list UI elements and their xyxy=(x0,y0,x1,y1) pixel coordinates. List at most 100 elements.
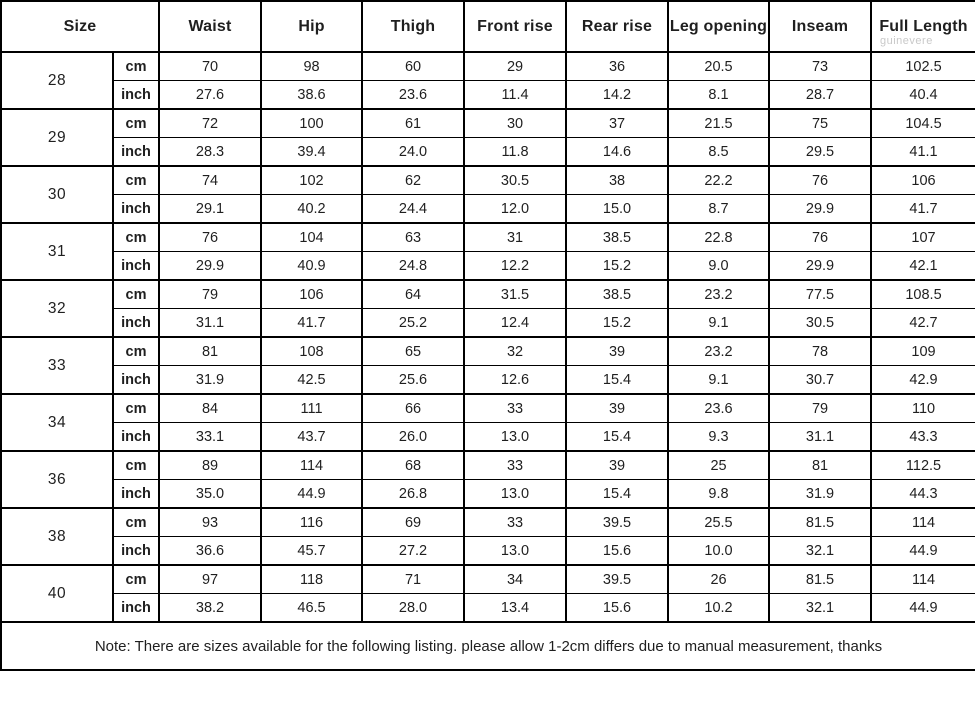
value-cell: 81 xyxy=(158,336,263,366)
value-cell: 10.0 xyxy=(667,536,771,566)
value-cell: 8.5 xyxy=(667,137,771,167)
value-cell: 45.7 xyxy=(260,536,364,566)
value-cell: 22.8 xyxy=(667,222,771,252)
value-cell: 23.6 xyxy=(667,393,771,423)
value-cell: 9.0 xyxy=(667,251,771,281)
value-cell: 38.5 xyxy=(565,279,670,309)
value-cell: 79 xyxy=(768,393,873,423)
value-cell: 114 xyxy=(260,450,364,480)
unit-cell-cm: cm xyxy=(111,450,161,480)
value-cell: 15.6 xyxy=(565,593,670,623)
value-cell: 15.2 xyxy=(565,251,670,281)
table-row: 30 cm 74 102 62 30.5 38 22.2 76 106 xyxy=(0,165,975,224)
value-cell: 29.9 xyxy=(768,194,873,224)
value-cell: 39 xyxy=(565,336,670,366)
table-row: inch 38.2 46.5 28.0 13.4 15.6 10.2 32.1 44.9 xyxy=(1,593,975,623)
value-cell: 9.8 xyxy=(667,479,771,509)
value-cell: 8.7 xyxy=(667,194,771,224)
value-cell: 42.1 xyxy=(870,251,975,281)
value-cell: 33 xyxy=(463,450,568,480)
value-cell: 30.7 xyxy=(768,365,873,395)
unit-cell-inch: inch xyxy=(111,251,161,281)
header-size: Size xyxy=(0,0,161,53)
value-cell: 114 xyxy=(870,564,975,594)
value-cell: 30.5 xyxy=(463,165,568,195)
value-cell: 12.0 xyxy=(463,194,568,224)
value-cell: 15.4 xyxy=(565,365,670,395)
value-cell: 29 xyxy=(463,51,568,81)
value-cell: 41.1 xyxy=(870,137,975,167)
value-cell: 60 xyxy=(361,51,466,81)
value-cell: 34 xyxy=(463,564,568,594)
value-cell: 11.4 xyxy=(463,80,568,110)
value-cell: 24.4 xyxy=(361,194,466,224)
unit-cell-cm: cm xyxy=(111,279,161,309)
size-cell: 31 xyxy=(0,222,114,281)
value-cell: 39.5 xyxy=(565,507,670,537)
value-cell: 70 xyxy=(158,51,263,81)
value-cell: 33.1 xyxy=(158,422,263,452)
value-cell: 44.9 xyxy=(870,536,975,566)
table-row: inch 27.6 38.6 23.6 11.4 14.2 8.1 28.7 40.4 xyxy=(1,80,975,110)
header-inseam: Inseam xyxy=(768,0,873,53)
value-cell: 25 xyxy=(667,450,771,480)
value-cell: 15.0 xyxy=(565,194,670,224)
value-cell: 14.2 xyxy=(565,80,670,110)
value-cell: 72 xyxy=(158,108,263,138)
table-row: 36 cm 89 114 68 33 39 25 81 112.5 xyxy=(0,450,975,509)
value-cell: 15.2 xyxy=(565,308,670,338)
value-cell: 29.9 xyxy=(158,251,263,281)
value-cell: 10.2 xyxy=(667,593,771,623)
table-row: inch 36.6 45.7 27.2 13.0 15.6 10.0 32.1 44.9 xyxy=(1,536,975,566)
unit-cell-inch: inch xyxy=(111,194,161,224)
value-cell: 40.4 xyxy=(870,80,975,110)
value-cell: 23.2 xyxy=(667,279,771,309)
value-cell: 31.5 xyxy=(463,279,568,309)
table-row: 28 cm 70 98 60 29 36 20.5 73 102.5 xyxy=(0,51,975,110)
value-cell: 24.8 xyxy=(361,251,466,281)
value-cell: 26.8 xyxy=(361,479,466,509)
unit-cell-cm: cm xyxy=(111,393,161,423)
value-cell: 36 xyxy=(565,51,670,81)
table-row: inch 35.0 44.9 26.8 13.0 15.4 9.8 31.9 44.3 xyxy=(1,479,975,509)
value-cell: 38.6 xyxy=(260,80,364,110)
value-cell: 25.5 xyxy=(667,507,771,537)
value-cell: 77.5 xyxy=(768,279,873,309)
value-cell: 97 xyxy=(158,564,263,594)
value-cell: 42.5 xyxy=(260,365,364,395)
value-cell: 40.2 xyxy=(260,194,364,224)
value-cell: 23.6 xyxy=(361,80,466,110)
value-cell: 40.9 xyxy=(260,251,364,281)
table-row: 31 cm 76 104 63 31 38.5 22.8 76 107 xyxy=(0,222,975,281)
value-cell: 81.5 xyxy=(768,507,873,537)
value-cell: 33 xyxy=(463,507,568,537)
value-cell: 24.0 xyxy=(361,137,466,167)
unit-cell-inch: inch xyxy=(111,80,161,110)
value-cell: 46.5 xyxy=(260,593,364,623)
table-row: inch 28.3 39.4 24.0 11.8 14.6 8.5 29.5 41.1 xyxy=(1,137,975,167)
size-cell: 34 xyxy=(0,393,114,452)
value-cell: 43.7 xyxy=(260,422,364,452)
value-cell: 69 xyxy=(361,507,466,537)
value-cell: 116 xyxy=(260,507,364,537)
value-cell: 42.7 xyxy=(870,308,975,338)
table-row: 29 cm 72 100 61 30 37 21.5 75 104.5 xyxy=(0,108,975,167)
value-cell: 108.5 xyxy=(870,279,975,309)
unit-cell-inch: inch xyxy=(111,536,161,566)
value-cell: 65 xyxy=(361,336,466,366)
table-row: 33 cm 81 108 65 32 39 23.2 78 109 xyxy=(0,336,975,395)
value-cell: 29.9 xyxy=(768,251,873,281)
value-cell: 25.2 xyxy=(361,308,466,338)
unit-cell-inch: inch xyxy=(111,308,161,338)
unit-cell-cm: cm xyxy=(111,222,161,252)
value-cell: 109 xyxy=(870,336,975,366)
value-cell: 66 xyxy=(361,393,466,423)
value-cell: 23.2 xyxy=(667,336,771,366)
value-cell: 68 xyxy=(361,450,466,480)
value-cell: 44.9 xyxy=(870,593,975,623)
value-cell: 42.9 xyxy=(870,365,975,395)
unit-cell-inch: inch xyxy=(111,137,161,167)
value-cell: 22.2 xyxy=(667,165,771,195)
value-cell: 11.8 xyxy=(463,137,568,167)
table-row: inch 31.1 41.7 25.2 12.4 15.2 9.1 30.5 42.7 xyxy=(1,308,975,338)
